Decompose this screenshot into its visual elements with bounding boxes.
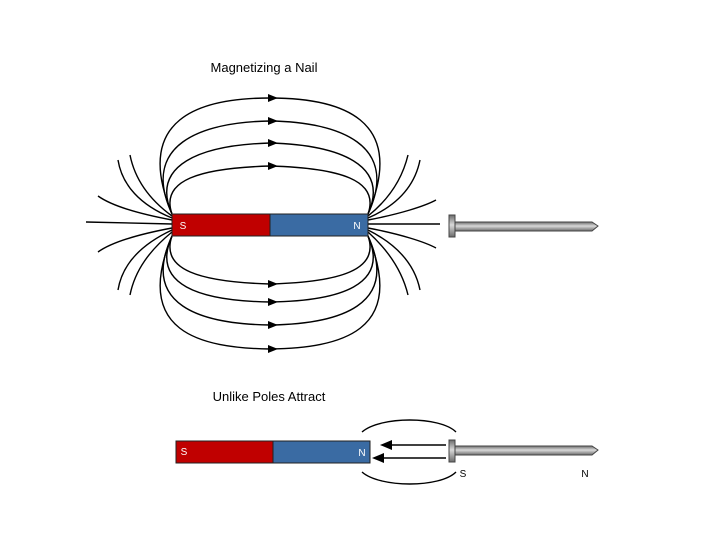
nail-south-label: S <box>460 469 467 480</box>
arrow-left-icon <box>380 440 392 450</box>
arrow-right-icon <box>268 94 278 102</box>
field-loop-lower-1 <box>169 235 371 285</box>
top-magnet-south <box>171 213 271 237</box>
field-loop-upper-2 <box>166 142 374 215</box>
arrow-left-icon <box>372 453 384 463</box>
arrow-right-icon <box>268 280 278 288</box>
attraction-arc-bottom <box>361 471 457 485</box>
top-field-arrows <box>268 94 278 353</box>
arrow-right-icon <box>268 298 278 306</box>
bottom-magnet-south-label: S <box>181 447 188 458</box>
top-magnet-north <box>269 213 369 237</box>
nail-icon <box>448 439 599 463</box>
arrow-right-icon <box>268 345 278 353</box>
bottom-magnet: S N <box>175 440 371 464</box>
attraction-field <box>361 419 457 485</box>
arrow-right-icon <box>268 321 278 329</box>
arrow-right-icon <box>268 139 278 147</box>
bottom-magnet-north-label: N <box>358 448 365 459</box>
attraction-arc-top <box>361 419 457 433</box>
top-magnet: S N <box>171 213 369 237</box>
bottom-magnet-south <box>175 440 274 464</box>
arrow-right-icon <box>268 162 278 170</box>
nail-north-label: N <box>581 469 588 480</box>
bottom-magnet-north <box>272 440 371 464</box>
top-magnet-south-label: S <box>180 221 187 232</box>
top-diagram-title: Magnetizing a Nail <box>211 60 318 75</box>
field-loop-lower-4 <box>159 235 381 350</box>
field-loop-lower-3 <box>162 235 378 326</box>
field-fan-left <box>85 221 173 225</box>
top-magnet-north-label: N <box>353 221 360 232</box>
bottom-diagram-title: Unlike Poles Attract <box>213 389 326 404</box>
nail-icon <box>448 214 599 238</box>
field-loop-lower-2 <box>166 235 374 303</box>
field-loop-upper-1 <box>169 165 371 215</box>
field-loop-upper-4 <box>159 97 381 215</box>
arrow-right-icon <box>268 117 278 125</box>
